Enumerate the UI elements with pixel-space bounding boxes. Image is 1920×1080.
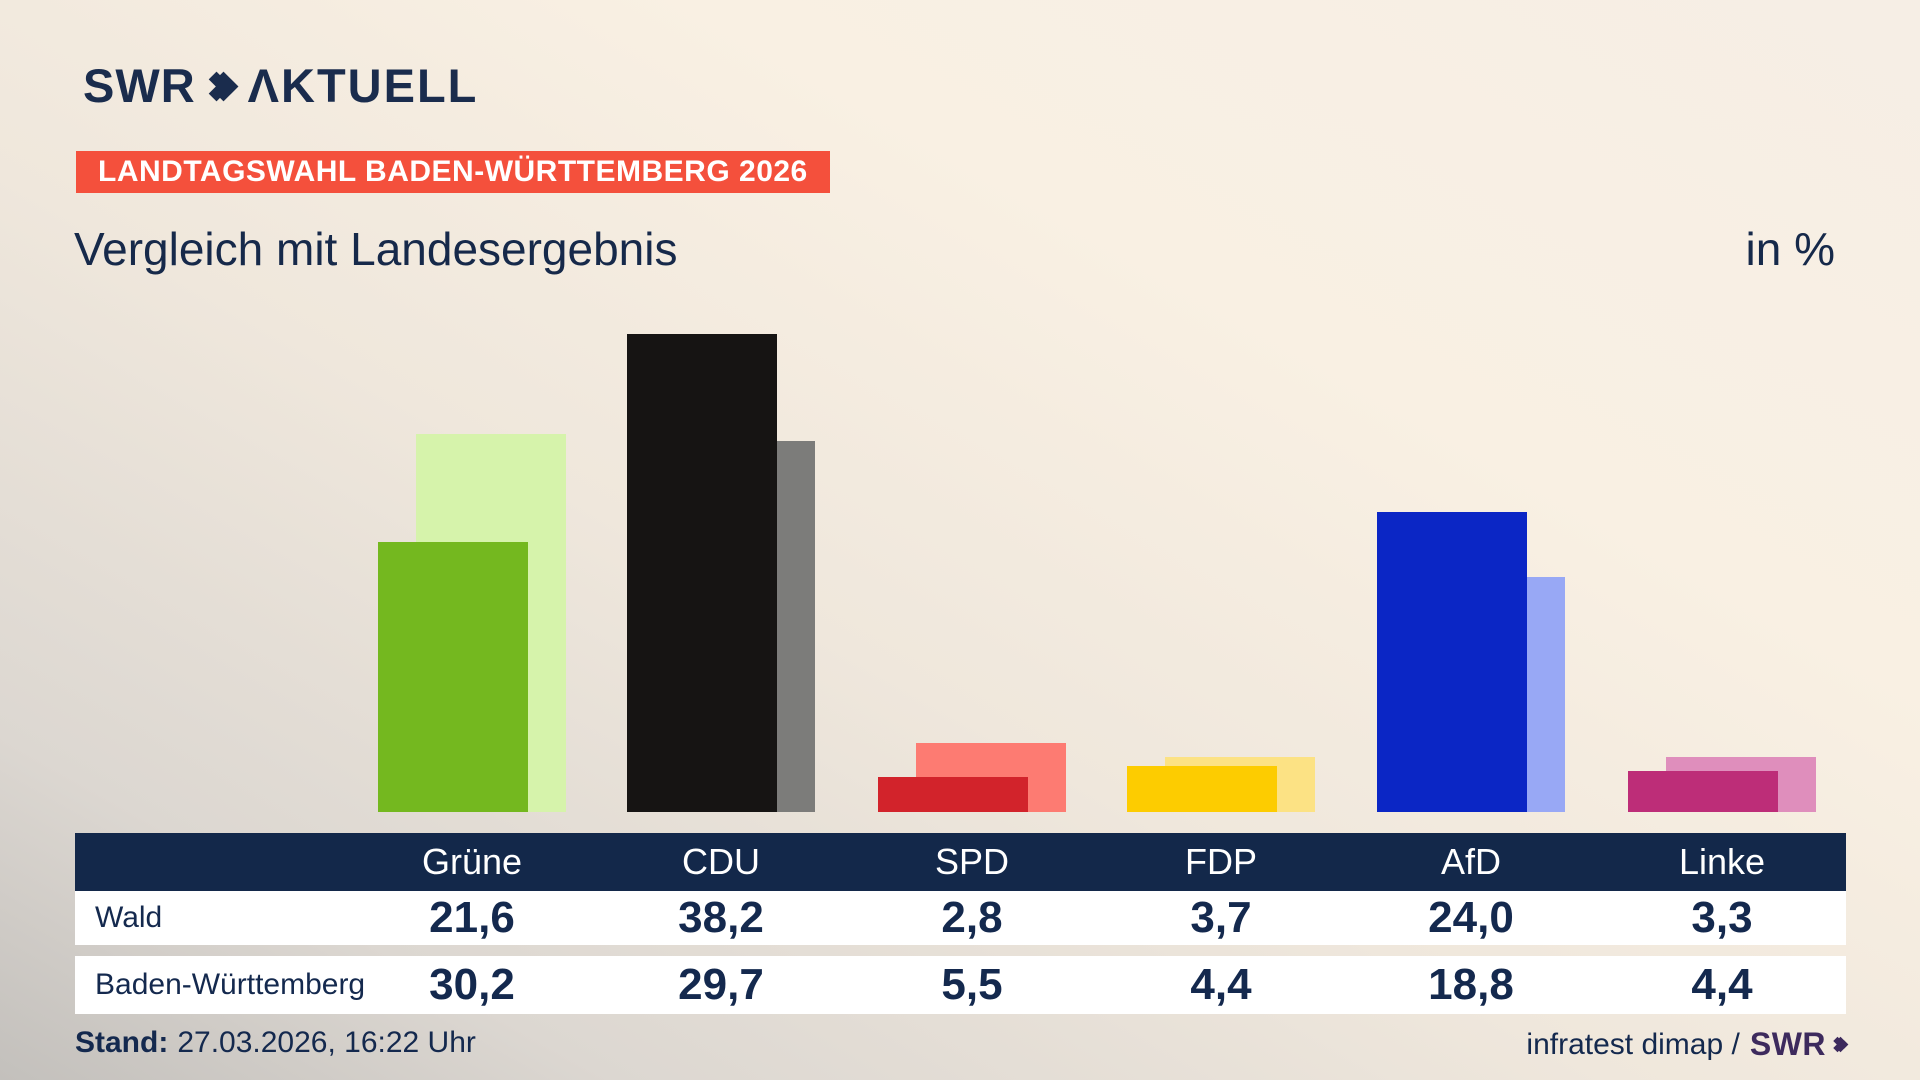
swr-footer-chevrons-icon xyxy=(1829,1036,1849,1053)
table-header-row: Grüne CDU SPD FDP AfD Linke xyxy=(75,833,1846,891)
stand-label: Stand: xyxy=(75,1026,169,1059)
stand-value: 27.03.2026, 16:22 Uhr xyxy=(177,1026,476,1059)
table-cell-baden-w-rttemberg-fdp: 4,4 xyxy=(1190,960,1252,1009)
table-cell-wald-gr-ne: 21,6 xyxy=(429,893,515,942)
table-header-spd: SPD xyxy=(934,841,1010,882)
table-row-baden-wuerttemberg: Baden-Württemberg 30,2 29,7 5,5 4,4 18,8 4,4 xyxy=(75,956,1846,1014)
table-cell-baden-w-rttemberg-spd: 5,5 xyxy=(941,960,1003,1009)
table-cell-wald-afd: 24,0 xyxy=(1428,893,1514,942)
table-header-fdp: FDP xyxy=(1185,841,1257,882)
bar-spd-wald xyxy=(878,777,1028,812)
table-cell-baden-w-rttemberg-gr-ne: 30,2 xyxy=(429,960,515,1009)
aktuell-logo-text: ΛKTUELL xyxy=(247,58,479,112)
table-header-linke: Linke xyxy=(1678,841,1766,882)
election-badge: LANDTAGSWAHL BADEN-WÜRTTEMBERG 2026 xyxy=(76,151,830,193)
table-cell-baden-w-rttemberg-linke: 4,4 xyxy=(1691,960,1753,1009)
swr-aktuell-logo: SWR ΛKTUELL xyxy=(83,59,478,112)
table-header-gr-ne: Grüne xyxy=(421,841,523,882)
table-cell-baden-w-rttemberg-afd: 18,8 xyxy=(1428,960,1514,1009)
row-label: Wald xyxy=(95,901,163,934)
bar-linke-wald xyxy=(1628,771,1778,812)
source-credit: infratest dimap / SWR xyxy=(1526,1026,1849,1063)
election-badge-label: LANDTAGSWAHL BADEN-WÜRTTEMBERG 2026 xyxy=(98,155,808,188)
table-row-wald: Wald 21,6 38,2 2,8 3,7 24,0 3,3 xyxy=(75,891,1846,945)
bar-cdu-wald xyxy=(627,334,777,812)
timestamp: Stand: 27.03.2026, 16:22 Uhr xyxy=(75,1026,476,1060)
row-label: Baden-Württemberg xyxy=(95,968,366,1001)
table-cell-wald-cdu: 38,2 xyxy=(678,893,764,942)
table-cell-wald-spd: 2,8 xyxy=(941,893,1003,942)
swr-footer-logo: SWR xyxy=(1749,1026,1826,1062)
table-header-cdu: CDU xyxy=(682,841,760,882)
table-cell-wald-fdp: 3,7 xyxy=(1190,893,1252,942)
table-cell-baden-w-rttemberg-cdu: 29,7 xyxy=(678,960,764,1009)
unit-label: in % xyxy=(1745,223,1835,275)
swr-logo-text: SWR xyxy=(83,58,196,112)
chart-title: Vergleich mit Landesergebnis xyxy=(74,223,678,275)
bar-afd-wald xyxy=(1377,512,1527,812)
bar-fdp-wald xyxy=(1127,766,1277,812)
table-header-afd: AfD xyxy=(1440,841,1501,882)
table-cell-wald-linke: 3,3 xyxy=(1691,893,1753,942)
bar-gr-ne-wald xyxy=(378,542,528,812)
source-text: infratest dimap / xyxy=(1526,1027,1740,1061)
